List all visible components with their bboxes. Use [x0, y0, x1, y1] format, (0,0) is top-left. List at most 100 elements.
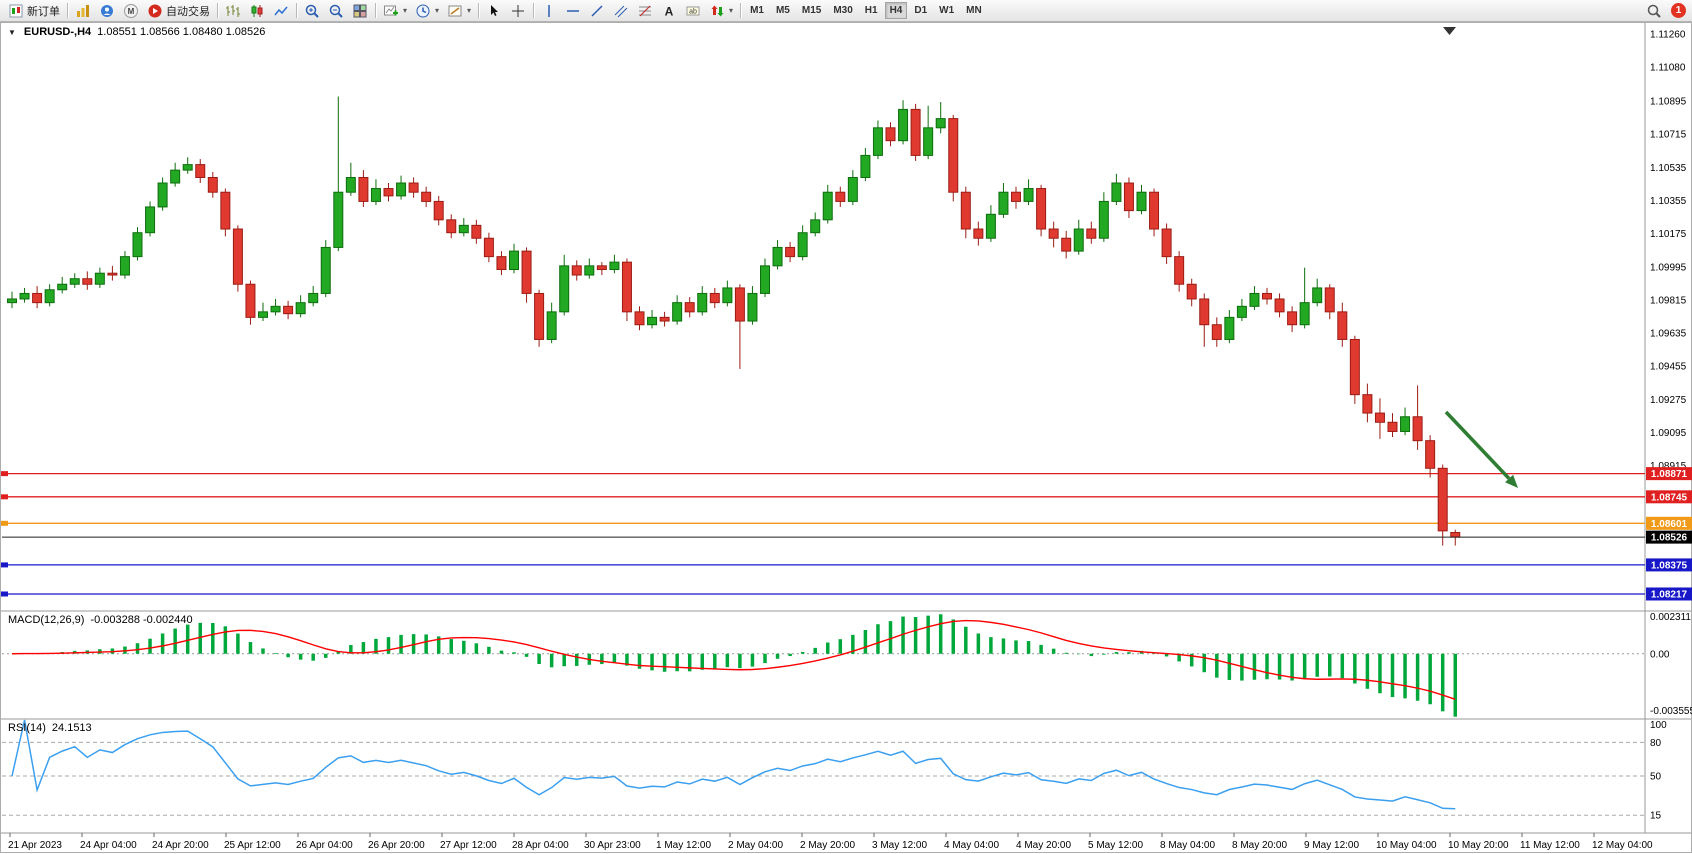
text-label-button[interactable]: ab: [681, 1, 705, 21]
timeframe-m15[interactable]: M15: [801, 5, 822, 16]
profiles-icon: [415, 3, 431, 19]
channel-button[interactable]: [609, 1, 633, 21]
svg-text:2 May 20:00: 2 May 20:00: [800, 840, 855, 851]
autotrading-button-label: 自动交易: [166, 5, 210, 18]
crosshair-button[interactable]: [506, 1, 530, 21]
svg-text:1 May 12:00: 1 May 12:00: [656, 840, 711, 851]
macd-values: -0.003288 -0.002440: [90, 614, 193, 626]
horizontal-price-line[interactable]: 1.08871: [1, 467, 1692, 481]
toolbar-separator: [217, 3, 218, 18]
svg-text:3 May 12:00: 3 May 12:00: [872, 840, 927, 851]
toolbar-separator: [533, 3, 535, 18]
template-icon: [447, 3, 463, 19]
toolbar-separator: [296, 3, 297, 18]
templates-button[interactable]: ▾: [443, 1, 475, 21]
chart-window: [0, 22, 1692, 853]
svg-text:ab: ab: [689, 8, 697, 15]
svg-text:1.09995: 1.09995: [1650, 262, 1687, 273]
zoom-out-button[interactable]: [324, 1, 348, 21]
timeframe-h4[interactable]: H4: [884, 2, 908, 19]
svg-text:8 May 20:00: 8 May 20:00: [1232, 840, 1287, 851]
toolbar-separator: [740, 3, 742, 18]
svg-text:1.10535: 1.10535: [1650, 163, 1687, 174]
svg-text:100: 100: [1650, 720, 1667, 731]
bar-chart-button[interactable]: [221, 1, 245, 21]
macd-axis-labels: 0.002311 0.00 -0.003555: [1650, 612, 1692, 717]
fibonacci-button[interactable]: [633, 1, 657, 21]
line-chart-button[interactable]: [269, 1, 293, 21]
horizontal-price-line[interactable]: 1.08601: [1, 516, 1692, 530]
svg-text:M: M: [128, 7, 135, 16]
time-axis[interactable]: 21 Apr 2023 24 Apr 04:00 24 Apr 20:00 25 Ap…: [8, 833, 1653, 851]
text-button[interactable]: A: [657, 1, 681, 21]
svg-text:9 May 12:00: 9 May 12:00: [1304, 840, 1359, 851]
horizontal-line-button[interactable]: [561, 1, 585, 21]
timeframe-m30[interactable]: M30: [833, 5, 853, 16]
mql-community-button[interactable]: M: [119, 1, 143, 21]
search-button[interactable]: [1642, 1, 1666, 21]
svg-text:4 May 04:00: 4 May 04:00: [944, 840, 999, 851]
chevron-down-icon: ▾: [729, 6, 734, 15]
toolbar-separator: [67, 3, 68, 18]
new-order-icon: [8, 3, 24, 19]
timeframe-m5[interactable]: M5: [775, 5, 790, 16]
market-watch-icon: [99, 3, 115, 19]
trendline-button[interactable]: [585, 1, 609, 21]
cursor-icon: [486, 3, 502, 19]
svg-text:27 Apr 12:00: 27 Apr 12:00: [440, 840, 497, 851]
macd-signal-line: [11, 619, 1456, 700]
cursor-button[interactable]: [482, 1, 506, 21]
timeframe-m1[interactable]: M1: [750, 5, 764, 16]
chart-shift-marker-icon[interactable]: [1443, 27, 1456, 35]
notification-badge[interactable]: 1: [1671, 3, 1686, 18]
svg-text:15: 15: [1650, 811, 1662, 822]
zoom-in-button[interactable]: [300, 1, 324, 21]
svg-text:1.09455: 1.09455: [1650, 362, 1687, 373]
channel-icon: [613, 3, 629, 19]
autotrading-button[interactable]: 自动交易: [143, 1, 214, 21]
svg-text:30 Apr 23:00: 30 Apr 23:00: [584, 840, 641, 851]
svg-text:1.11260: 1.11260: [1650, 29, 1686, 40]
rsi-value: 24.1513: [51, 722, 92, 734]
ohlc-values: 1.08551 1.08566 1.08480 1.08526: [97, 26, 266, 38]
horizontal-price-line[interactable]: 1.08217: [1, 587, 1692, 601]
tile-windows-icon: [352, 3, 368, 19]
svg-text:24 Apr 04:00: 24 Apr 04:00: [80, 840, 137, 851]
new-chart-button[interactable]: ▾: [379, 1, 411, 21]
timeframe-d1[interactable]: D1: [914, 5, 928, 16]
svg-text:1.08915: 1.08915: [1650, 461, 1687, 472]
rsi-axis-labels: 100 80 50 15: [1650, 720, 1667, 822]
shapes-icon: [709, 3, 725, 19]
candle-chart-button[interactable]: [245, 1, 269, 21]
profiles-button[interactable]: ▾: [411, 1, 443, 21]
vertical-line-button[interactable]: [537, 1, 561, 21]
svg-text:12 May 04:00: 12 May 04:00: [1592, 840, 1653, 851]
trend-arrow[interactable]: [1444, 410, 1518, 488]
rsi-line: [11, 719, 1456, 810]
horizontal-price-line[interactable]: 1.08375: [1, 558, 1692, 572]
svg-text:1.08217: 1.08217: [1651, 589, 1688, 600]
tile-windows-button[interactable]: [348, 1, 372, 21]
vline-icon: [541, 3, 557, 19]
market-watch-button[interactable]: [95, 1, 119, 21]
svg-text:A: A: [665, 4, 674, 18]
candlestick-series: [7, 96, 1461, 546]
svg-text:4 May 20:00: 4 May 20:00: [1016, 840, 1071, 851]
timeframe-w1[interactable]: W1: [939, 5, 955, 16]
line-chart-icon: [273, 3, 289, 19]
horizontal-price-line[interactable]: 1.08745: [1, 490, 1692, 504]
svg-text:1.10175: 1.10175: [1650, 229, 1687, 240]
svg-text:5 May 12:00: 5 May 12:00: [1088, 840, 1143, 851]
svg-text:1.08745: 1.08745: [1651, 492, 1688, 503]
candle-chart-icon: [249, 3, 265, 19]
timeframe-h1[interactable]: H1: [864, 5, 878, 16]
timeframe-mn[interactable]: MN: [966, 5, 982, 16]
svg-text:-0.003555: -0.003555: [1650, 706, 1692, 717]
autotrade-icon: [147, 3, 163, 19]
new-order-button[interactable]: 新订单: [4, 1, 64, 21]
collapse-triangle-icon[interactable]: ▼: [8, 27, 16, 37]
charts-button[interactable]: [71, 1, 95, 21]
shapes-button[interactable]: ▾: [705, 1, 737, 21]
